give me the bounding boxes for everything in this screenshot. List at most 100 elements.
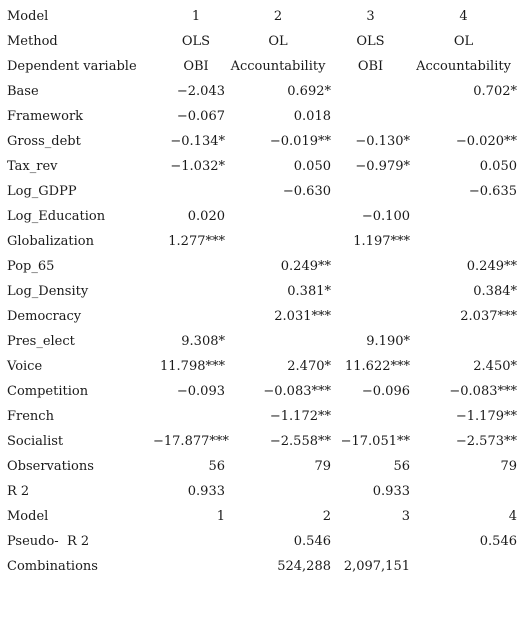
table-cell: 3 — [401, 509, 410, 524]
table-row: Log_Education 0.020 −0.100 — [7, 204, 517, 229]
table-row: Pop_65 0.249** 0.249** — [7, 254, 517, 279]
table-row: Socialist −17.877*** −2.558** −17.051** … — [7, 429, 517, 454]
table-row: Pseudo- R 2 0.546 0.546 — [7, 529, 517, 554]
table-cell: 2.031*** — [274, 309, 331, 324]
row-label: Voice — [7, 359, 43, 374]
table-cell: 0.249** — [466, 259, 517, 274]
row-label: Dependent variable — [7, 59, 137, 74]
table-cell — [331, 79, 410, 104]
table-row: Log_Density 0.381* 0.384* — [7, 279, 517, 304]
method-3: OLS — [356, 34, 385, 49]
table-cell: 11.798*** — [160, 359, 225, 374]
row-label: Pop_65 — [7, 259, 55, 274]
table-cell — [331, 179, 410, 204]
table-cell: −2.043 — [176, 84, 225, 99]
table-cell: −0.019** — [269, 134, 331, 149]
table-cell: −0.100 — [361, 209, 410, 224]
row-label: Model — [7, 509, 49, 524]
table-cell — [153, 279, 225, 304]
dependent-variable-3: OBI — [357, 59, 384, 74]
table-cell: 0.381* — [287, 284, 331, 299]
table-row: Pres_elect 9.308* 9.190* — [7, 329, 517, 354]
table-cell — [225, 204, 331, 229]
model-2-header: 2 — [273, 9, 283, 24]
table-cell: 1.197*** — [353, 234, 410, 249]
table-cell: −0.083*** — [263, 384, 331, 399]
table-cell: −0.130* — [355, 134, 410, 149]
row-label: Method — [7, 34, 58, 49]
table-row: R 2 0.933 0.933 — [7, 479, 517, 504]
table-cell — [410, 554, 517, 579]
model-1-header: 1 — [191, 9, 201, 24]
table-cell: 2.470* — [287, 359, 331, 374]
table-cell: −1.179** — [455, 409, 517, 424]
table-row: Log_GDPP −0.630 −0.635 — [7, 179, 517, 204]
table-cell: −0.093 — [176, 384, 225, 399]
table-cell: −17.877*** — [153, 434, 229, 449]
row-label: French — [7, 409, 54, 424]
table-row: Combinations 524,288 2,097,151 — [7, 554, 517, 579]
table-cell — [410, 329, 517, 354]
regression-results-table: Model 1 2 3 4 Method OLS OL OLS OL Depen… — [7, 4, 517, 579]
table-cell: 79 — [500, 459, 517, 474]
header-row-method: Method OLS OL OLS OL — [7, 29, 517, 54]
row-label: Log_Density — [7, 284, 89, 299]
table-cell: 0.546 — [293, 534, 331, 549]
table-cell: 1.277*** — [168, 234, 225, 249]
dependent-variable-1: OBI — [183, 59, 209, 74]
table-cell: 0.018 — [293, 109, 331, 124]
table-row: French −1.172** −1.179** — [7, 404, 517, 429]
table-cell: 1 — [216, 509, 225, 524]
model-4-header: 4 — [459, 9, 468, 24]
header-row-dependent-variable: Dependent variable OBI Accountability OB… — [7, 54, 517, 79]
table-row: Voice 11.798*** 2.470* 11.622*** 2.450* — [7, 354, 517, 379]
table-row: Base −2.043 0.692* 0.702* — [7, 79, 517, 104]
table-cell — [153, 179, 225, 204]
table-cell: 0.702* — [473, 84, 517, 99]
table-cell — [225, 479, 331, 504]
row-label: Pseudo- R 2 — [7, 534, 90, 549]
table-cell: 0.933 — [372, 484, 410, 499]
row-label: Observations — [7, 459, 94, 474]
table-cell: −1.172** — [269, 409, 331, 424]
table-cell: −0.979* — [355, 159, 410, 174]
row-label: R 2 — [7, 484, 30, 499]
table-row: Tax_rev −1.032* 0.050 −0.979* 0.050 — [7, 154, 517, 179]
row-label: Framework — [7, 109, 84, 124]
table-cell: −17.051** — [340, 434, 410, 449]
table-cell — [410, 479, 517, 504]
table-cell: −0.096 — [361, 384, 410, 399]
dependent-variable-4: Accountability — [416, 59, 511, 74]
row-label: Globalization — [7, 234, 94, 249]
table-cell: 0.020 — [187, 209, 225, 224]
table-row: Gross_debt −0.134* −0.019** −0.130* −0.0… — [7, 129, 517, 154]
table-cell: −0.635 — [468, 184, 517, 199]
table-cell: −2.558** — [269, 434, 331, 449]
table-cell — [153, 404, 225, 429]
table-cell: −0.134* — [170, 134, 225, 149]
table-cell — [331, 254, 410, 279]
table-cell — [153, 254, 225, 279]
row-label: Competition — [7, 384, 89, 399]
table-row: Globalization 1.277*** 1.197*** — [7, 229, 517, 254]
row-label: Combinations — [7, 559, 98, 574]
row-label: Base — [7, 84, 39, 99]
model-3-header: 3 — [366, 9, 375, 24]
table-cell: −2.573** — [455, 434, 517, 449]
row-label: Log_GDPP — [7, 184, 77, 199]
method-2: OL — [268, 34, 288, 49]
row-label: Pres_elect — [7, 334, 75, 349]
row-label: Log_Education — [7, 209, 106, 224]
header-row-model: Model 1 2 3 4 — [7, 4, 517, 29]
table-cell: −0.067 — [176, 109, 225, 124]
table-row: Competition −0.093 −0.083*** −0.096 −0.0… — [7, 379, 517, 404]
table-cell — [331, 104, 410, 129]
table-cell: 0.384* — [473, 284, 517, 299]
table-cell: 56 — [393, 459, 410, 474]
row-label: Model — [7, 9, 49, 24]
row-label: Democracy — [7, 309, 82, 324]
table-cell — [410, 229, 517, 254]
table-cell — [225, 329, 331, 354]
table-cell: 0.546 — [479, 534, 517, 549]
table-cell: 4 — [508, 509, 517, 524]
